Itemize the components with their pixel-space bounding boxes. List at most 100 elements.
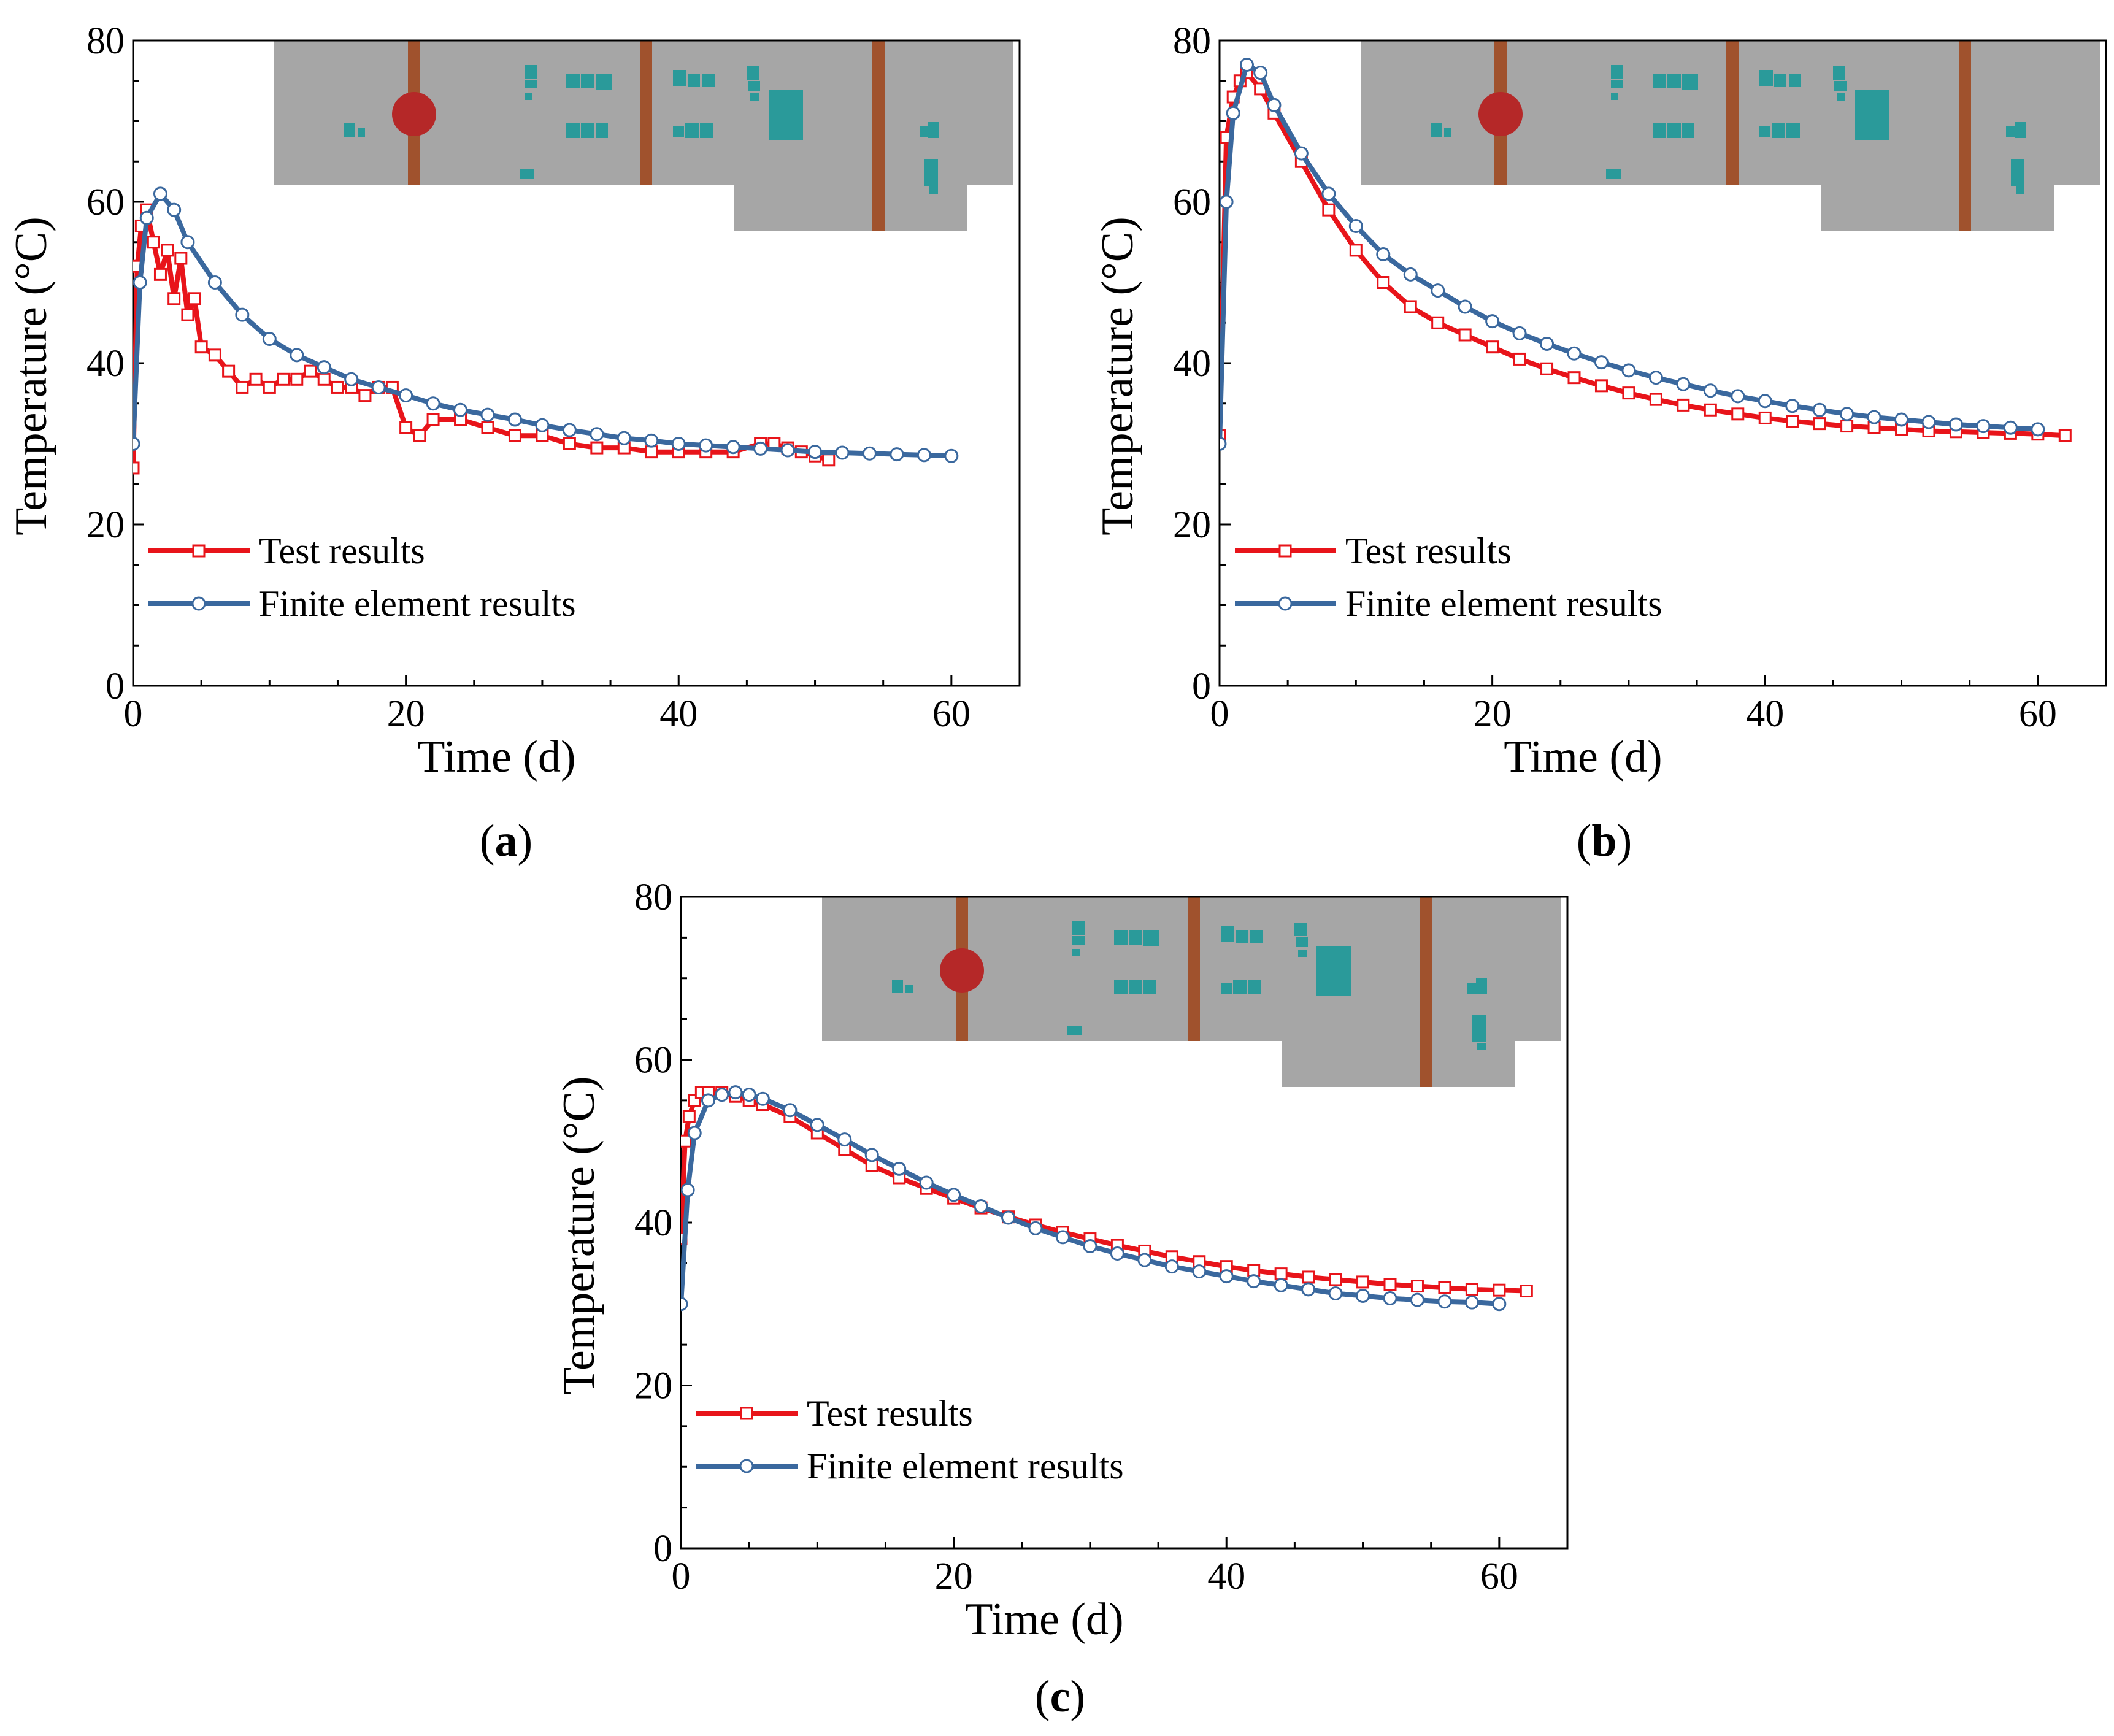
data-point-circle bbox=[644, 433, 659, 448]
legend-marker-square bbox=[740, 1407, 753, 1420]
inset-sensor-block bbox=[581, 74, 594, 88]
inset-cross-section bbox=[1361, 40, 2100, 231]
inset-sensor-block bbox=[905, 985, 913, 993]
data-point-circle bbox=[617, 431, 631, 445]
data-point-circle bbox=[1001, 1210, 1016, 1225]
data-point-square bbox=[181, 308, 194, 321]
inset-cooling-pipe bbox=[872, 40, 885, 231]
inset-measuring-point bbox=[1478, 92, 1523, 136]
data-point-circle bbox=[453, 402, 468, 417]
data-point-circle bbox=[837, 1132, 852, 1147]
legend-marker-circle bbox=[191, 596, 206, 611]
data-point-circle bbox=[687, 1126, 702, 1140]
inset-sensor-block bbox=[1236, 930, 1248, 943]
data-point-square bbox=[1622, 386, 1635, 400]
inset-sensor-block bbox=[581, 123, 594, 138]
data-point-circle bbox=[1458, 299, 1472, 314]
data-point-circle bbox=[153, 186, 167, 201]
legend-label: Finite element results bbox=[1345, 583, 1662, 624]
data-point-circle bbox=[890, 447, 904, 462]
legend-label: Test results bbox=[1345, 531, 1512, 571]
x-tick-label: 60 bbox=[2019, 693, 2057, 735]
data-point-circle bbox=[426, 396, 440, 411]
data-point-square bbox=[317, 372, 331, 386]
y-tick-label: 20 bbox=[1173, 504, 1211, 546]
data-point-circle bbox=[1239, 57, 1254, 72]
inset-sensor-block bbox=[1772, 123, 1785, 138]
data-point-circle bbox=[1921, 415, 1936, 429]
inset-sensor-block bbox=[1786, 123, 1800, 138]
series-line bbox=[133, 207, 831, 470]
data-point-circle bbox=[701, 1093, 715, 1108]
data-point-square bbox=[358, 389, 372, 402]
data-point-circle bbox=[1567, 346, 1582, 361]
inset-sensor-block bbox=[358, 128, 365, 137]
data-point-square bbox=[147, 236, 160, 249]
inset-cooling-pipe bbox=[1188, 897, 1200, 1041]
data-point-circle bbox=[1676, 377, 1691, 391]
data-point-circle bbox=[1356, 1288, 1370, 1303]
inset-sensor-block bbox=[1476, 978, 1487, 994]
y-tick-label: 60 bbox=[634, 1040, 672, 1081]
inset-cross-section bbox=[822, 897, 1561, 1087]
data-point-circle bbox=[1431, 283, 1445, 298]
data-point-circle bbox=[1321, 186, 1336, 201]
data-point-square bbox=[249, 372, 263, 386]
data-point-circle bbox=[835, 445, 850, 460]
data-point-square bbox=[222, 364, 236, 378]
data-point-square bbox=[508, 429, 521, 442]
data-point-square bbox=[1465, 1283, 1478, 1296]
inset-sensor-block bbox=[1067, 1026, 1082, 1035]
inset-sensor-block bbox=[1611, 93, 1618, 100]
data-point-square bbox=[1677, 398, 1690, 412]
data-point-circle bbox=[862, 446, 877, 461]
legend-marker-circle bbox=[1278, 596, 1293, 611]
data-point-square bbox=[1302, 1270, 1315, 1284]
inset-sensor-block bbox=[1221, 983, 1232, 994]
y-tick-label: 20 bbox=[634, 1365, 672, 1407]
data-point-square bbox=[1731, 407, 1745, 421]
y-tick-label: 0 bbox=[653, 1528, 672, 1570]
data-point-circle bbox=[1164, 1259, 1179, 1274]
data-point-circle bbox=[1410, 1292, 1424, 1307]
data-point-circle bbox=[1485, 314, 1500, 329]
data-point-circle bbox=[681, 1297, 688, 1312]
inset-sensor-block bbox=[700, 123, 713, 138]
data-point-square bbox=[1786, 415, 1799, 428]
inset-sensor-block bbox=[525, 93, 532, 100]
data-point-circle bbox=[947, 1188, 961, 1202]
data-point-circle bbox=[1220, 437, 1227, 451]
data-point-square bbox=[1377, 276, 1390, 289]
legend-label: Finite element results bbox=[259, 583, 576, 624]
data-point-square bbox=[1649, 393, 1662, 406]
inset-cooling-pipe bbox=[640, 40, 652, 185]
legend-marker-square bbox=[192, 544, 206, 558]
data-point-circle bbox=[399, 388, 413, 403]
data-point-circle bbox=[944, 448, 959, 463]
y-tick-label: 80 bbox=[1173, 20, 1211, 62]
data-point-square bbox=[1813, 417, 1826, 431]
inset-sensor-block bbox=[1667, 74, 1681, 88]
inset-sensor-block bbox=[1129, 980, 1142, 994]
data-point-circle bbox=[1867, 410, 1881, 424]
data-point-circle bbox=[1731, 389, 1745, 404]
data-point-circle bbox=[1512, 326, 1527, 340]
data-point-square bbox=[682, 1110, 696, 1123]
inset-cooling-pipe bbox=[1420, 897, 1432, 1087]
legend-label: Finite element results bbox=[807, 1446, 1124, 1486]
inset-sensor-block bbox=[1233, 980, 1247, 994]
data-point-circle bbox=[728, 1085, 743, 1100]
data-point-square bbox=[194, 340, 208, 354]
inset-sensor-block bbox=[892, 980, 903, 993]
data-point-circle bbox=[590, 427, 604, 442]
inset-cooling-pipe bbox=[1959, 40, 1971, 231]
data-point-circle bbox=[864, 1148, 879, 1162]
inset-sensor-block bbox=[750, 93, 759, 101]
inset-sensor-block bbox=[1143, 930, 1159, 946]
data-point-circle bbox=[1758, 394, 1772, 409]
inset-sensor-block bbox=[1611, 65, 1623, 79]
inset-sensor-block bbox=[747, 66, 759, 80]
inset-sensor-block bbox=[1250, 930, 1263, 943]
data-point-square bbox=[331, 380, 344, 394]
